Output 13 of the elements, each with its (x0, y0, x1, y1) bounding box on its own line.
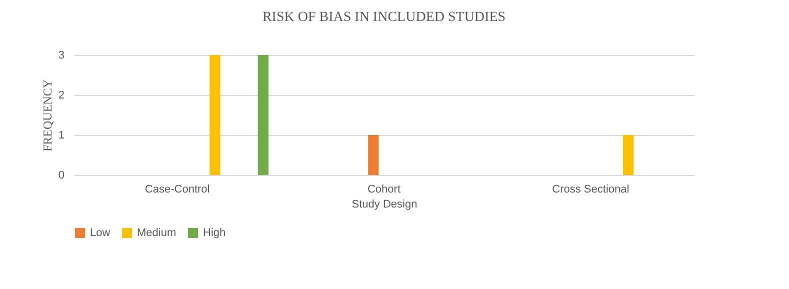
chart-title: RISK OF BIAS IN INCLUDED STUDIES (262, 10, 506, 25)
y-tick-label: 2 (58, 90, 64, 102)
legend-label: High (203, 227, 226, 239)
y-axis-title: FREQUENCY (40, 79, 54, 152)
y-tick-label: 1 (58, 130, 64, 142)
x-tick-label: Cross Sectional (552, 184, 630, 196)
x-axis-title: Study Design (352, 198, 418, 210)
legend-label: Low (90, 227, 110, 239)
y-tick-label: 3 (58, 50, 64, 62)
x-tick-label: Cohort (367, 184, 401, 196)
x-tick-label: Case-Control (144, 184, 210, 196)
legend-label: Medium (137, 227, 176, 239)
y-tick-label: 0 (58, 170, 64, 182)
